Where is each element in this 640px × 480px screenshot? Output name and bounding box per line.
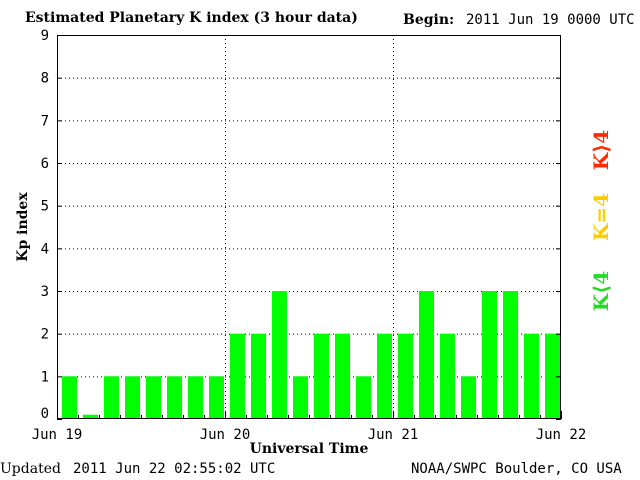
kp-bar xyxy=(419,291,434,419)
kp-bar xyxy=(335,333,350,419)
y-tick-label: 7 xyxy=(41,113,49,129)
kp-bar xyxy=(314,333,329,419)
kp-bar xyxy=(293,376,308,419)
kp-bar xyxy=(62,376,77,419)
kp-bar xyxy=(398,333,413,419)
begin-label: Begin: xyxy=(403,12,455,28)
x-tick-label: Jun 22 xyxy=(536,427,587,443)
y-tick-label: 5 xyxy=(41,199,49,215)
y-axis-title: Kp index xyxy=(15,192,31,262)
kp-bar xyxy=(230,333,245,419)
kp-bar xyxy=(440,333,455,419)
y-tick-label: 8 xyxy=(41,71,49,87)
plot-area xyxy=(57,35,561,419)
kp-bar xyxy=(209,376,224,419)
kp-bar xyxy=(482,291,497,419)
kp-bar xyxy=(188,376,203,419)
key-above-4: K⟩4 xyxy=(589,130,613,171)
kp-bar xyxy=(146,376,161,419)
kp-bar xyxy=(83,414,98,419)
updated-label: Updated xyxy=(0,461,61,477)
kp-bar xyxy=(524,333,539,419)
kp-bar xyxy=(104,376,119,419)
y-tick-label: 4 xyxy=(41,241,49,257)
x-tick-label: Jun 19 xyxy=(32,427,83,443)
kp-bar xyxy=(167,376,182,419)
kp-bar xyxy=(272,291,287,419)
y-tick-label: 0 xyxy=(41,406,49,422)
begin-value: 2011 Jun 19 0000 UTC xyxy=(466,12,635,28)
x-tick-label: Jun 21 xyxy=(368,427,419,443)
key-below-4: K⟨4 xyxy=(589,271,613,312)
y-tick-label: 2 xyxy=(41,327,49,343)
kp-bar xyxy=(377,333,392,419)
source-credit: NOAA/SWPC Boulder, CO USA xyxy=(411,461,622,477)
y-tick-label: 1 xyxy=(41,369,49,385)
kp-bar xyxy=(545,333,560,419)
kp-bar xyxy=(461,376,476,419)
y-tick-label: 9 xyxy=(41,28,49,44)
kp-bar xyxy=(125,376,140,419)
y-tick-label: 3 xyxy=(41,284,49,300)
x-axis-title: Universal Time xyxy=(250,441,369,457)
kp-bar xyxy=(503,291,518,419)
y-tick-label: 6 xyxy=(41,156,49,172)
chart-title: Estimated Planetary K index (3 hour data… xyxy=(25,10,358,26)
updated-value: 2011 Jun 22 02:55:02 UTC xyxy=(73,461,276,477)
kp-bar xyxy=(251,333,266,419)
kp-bar xyxy=(356,376,371,419)
key-equal-4: K=4 xyxy=(589,193,613,241)
x-tick-label: Jun 20 xyxy=(200,427,251,443)
